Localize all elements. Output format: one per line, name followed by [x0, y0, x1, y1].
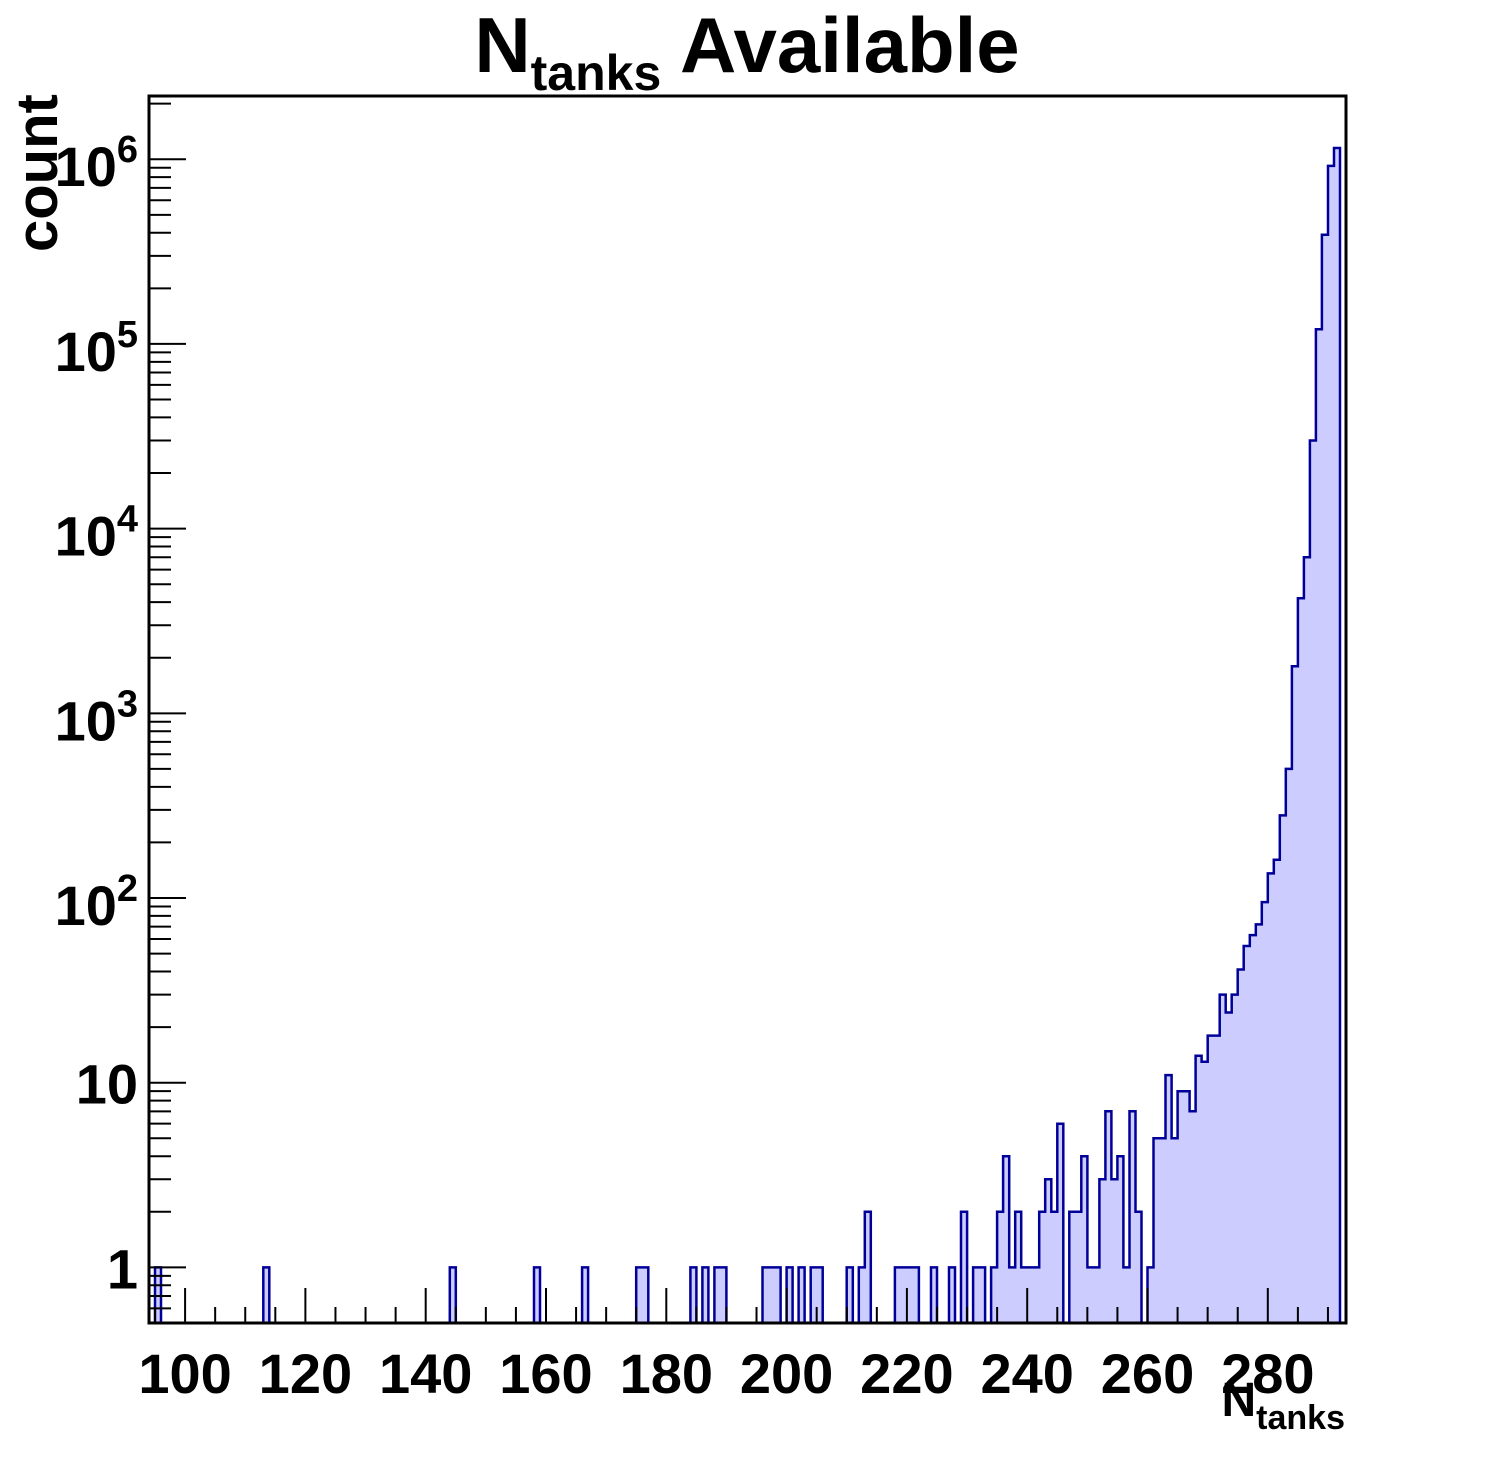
- x-tick-label: 260: [1101, 1342, 1194, 1405]
- x-tick-label: 200: [740, 1342, 833, 1405]
- y-tick-label: 10: [76, 1053, 138, 1116]
- plot-frame: [147, 94, 1348, 1325]
- y-tick-label: 106: [55, 129, 138, 198]
- x-tick-label: 120: [259, 1342, 352, 1405]
- chart-title-main: N: [474, 1, 530, 89]
- y-axis-ticks: [149, 102, 186, 1310]
- y-tick-label: 103: [55, 683, 138, 752]
- x-tick-label: 220: [860, 1342, 953, 1405]
- x-axis-title-subscript: tanks: [1256, 1399, 1345, 1437]
- x-tick-label: 280: [1221, 1342, 1314, 1405]
- y-tick-label: 1: [107, 1237, 138, 1300]
- x-axis-title-main: N: [1222, 1374, 1257, 1427]
- y-tick-labels: 1 10 102 103 104 105 106: [55, 129, 138, 1300]
- plot-area: 100 120 140 160 180 200 220 240 260 2801101021031…: [55, 94, 1348, 1405]
- x-tick-label: 240: [980, 1342, 1073, 1405]
- x-tick-label: 100: [138, 1342, 231, 1405]
- x-tick-label: 160: [499, 1342, 592, 1405]
- chart-title-subscript: tanks: [531, 45, 662, 101]
- x-tick-label: 140: [379, 1342, 472, 1405]
- y-tick-label: 102: [55, 868, 138, 937]
- y-axis-title: count: [5, 94, 70, 252]
- x-tick-label: 180: [620, 1342, 713, 1405]
- x-tick-labels: 100 120 140 160 180 200 220 240 260 280: [138, 1342, 1314, 1405]
- y-tick-label: 105: [55, 314, 138, 383]
- x-axis-ticks: [154, 1288, 1329, 1323]
- chart-title-suffix: Available: [661, 1, 1019, 89]
- histogram-series: [149, 146, 1346, 1325]
- y-tick-label: 104: [55, 499, 138, 568]
- x-axis-title: Ntanks: [1222, 1374, 1346, 1437]
- chart-title: Ntanks Available: [474, 1, 1019, 101]
